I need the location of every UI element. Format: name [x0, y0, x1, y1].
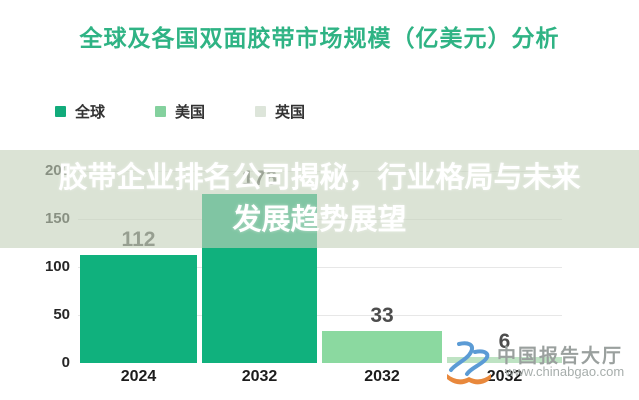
x-tick-label: 2024 — [120, 368, 157, 385]
bar-group: 6 2032 — [447, 0, 562, 400]
legend-swatch-us — [155, 106, 167, 117]
watermark: 中国报告大厅 www.chinabgao.com — [445, 338, 635, 390]
chinabgao-logo-icon — [447, 341, 491, 385]
banner-text-line2: 发展趋势展望 — [232, 204, 407, 236]
legend-swatch-uk — [255, 106, 267, 117]
bar-global-2024 — [80, 255, 197, 363]
headline-overlay-banner: 胶带企业排名公司揭秘，行业格局与未来 发展趋势展望 — [0, 150, 639, 248]
y-tick-label: 0 — [61, 354, 70, 371]
gridline — [78, 267, 562, 268]
watermark-name: 中国报告大厅 — [497, 346, 624, 367]
y-tick-label: 100 — [44, 258, 70, 275]
banner-text-line1: 胶带企业排名公司揭秘，行业格局与未来 — [58, 162, 581, 194]
x-tick-label: 2032 — [241, 368, 278, 385]
chart-title: 全球及各国双面胶带市场规模（亿美元）分析 — [79, 25, 560, 51]
legend-label: 英国 — [275, 104, 306, 121]
watermark-url: www.chinabgao.com — [505, 364, 625, 379]
legend-label: 全球 — [75, 104, 106, 121]
bar-value-label: 33 — [370, 304, 394, 328]
bar-us-2032 — [322, 331, 442, 363]
legend-label: 美国 — [175, 104, 206, 121]
legend-item-global: 全球 — [55, 101, 105, 122]
bar-group: 33 2032 — [322, 0, 442, 400]
y-tick-label: 50 — [53, 306, 70, 323]
bar-uk-2032 — [447, 357, 562, 363]
legend-item-us: 美国 — [155, 101, 205, 122]
x-tick-label: 2032 — [364, 368, 400, 385]
legend-item-uk: 英国 — [255, 101, 305, 122]
x-tick-label: 2032 — [486, 368, 523, 385]
bar-value-label: 6 — [498, 330, 511, 354]
legend-swatch-global — [55, 106, 66, 117]
legend: 全球 美国 英国 — [55, 101, 305, 122]
gridline — [78, 315, 562, 316]
